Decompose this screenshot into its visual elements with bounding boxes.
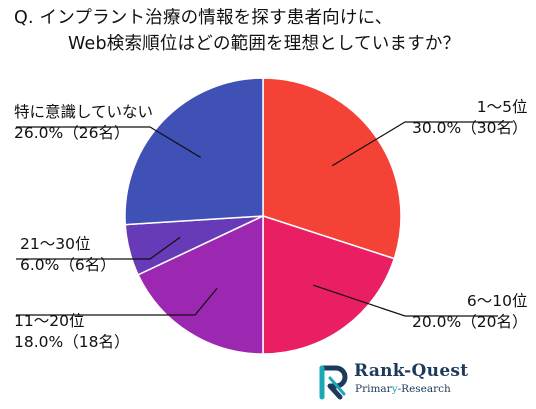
- slice-value: 6.0%（6名）: [20, 256, 116, 274]
- slice-value: 18.0%（18名）: [14, 333, 130, 351]
- slice-category: 21〜30位: [20, 235, 91, 253]
- pie-slice-0: [262, 77, 402, 260]
- slice-label-1-5: 1〜5位 30.0%（30名）: [412, 97, 527, 139]
- leader-line-3: [16, 236, 181, 260]
- leader-line-2: [16, 287, 218, 316]
- pie-slice-4: [124, 77, 264, 226]
- slice-value: 30.0%（30名）: [412, 119, 528, 137]
- slice-category: 特に意識していない: [14, 103, 154, 121]
- slice-category: 6〜10位: [466, 292, 528, 310]
- slice-value: 20.0%（20名）: [412, 313, 528, 331]
- slice-label-not-conscious: 特に意識していない 26.0%（26名）: [14, 102, 153, 144]
- pie-slice-1: [262, 214, 396, 355]
- logo-subtitle: Primary-Research: [355, 383, 451, 395]
- leader-line-0: [331, 121, 513, 167]
- slice-label-6-10: 6〜10位 20.0%（20名）: [412, 291, 527, 333]
- chart-title-line1: Q. インプラント治療の情報を探す患者向けに、: [14, 8, 393, 28]
- rank-quest-logo-mark: [319, 365, 348, 400]
- pie-slice-2: [137, 214, 264, 355]
- chart-title-line2: Web検索順位はどの範囲を理想としていますか？: [68, 34, 461, 54]
- slice-category: 11〜20位: [14, 312, 85, 330]
- slice-category: 1〜5位: [476, 98, 528, 116]
- slice-label-11-20: 11〜20位 18.0%（18名）: [14, 311, 129, 353]
- slice-label-21-30: 21〜30位 6.0%（6名）: [20, 234, 116, 276]
- rank-quest-logo: Rank-Quest Primary-Research: [318, 361, 488, 402]
- logo-name: Rank-Quest: [354, 361, 469, 381]
- leader-line-4: [16, 126, 201, 158]
- slice-value: 26.0%（26名）: [14, 124, 130, 142]
- leader-line-1: [313, 284, 498, 317]
- leader-lines: [16, 121, 513, 317]
- pie-slices: [124, 77, 402, 355]
